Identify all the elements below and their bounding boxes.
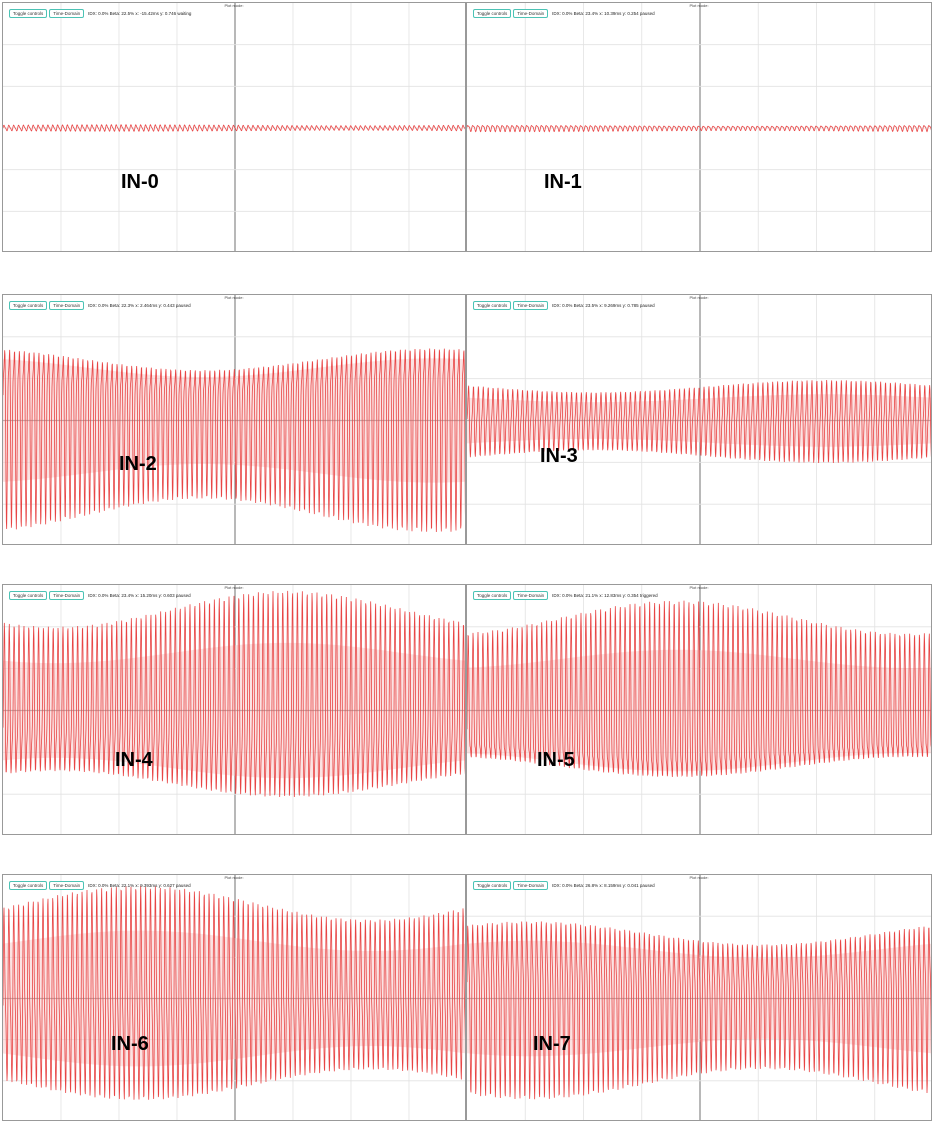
plot xyxy=(3,875,465,1120)
channel-label: IN-1 xyxy=(544,171,582,193)
status-text: IDX: 0.0% Beta: 22.1% x: 9.393ms y: 0.62… xyxy=(88,883,191,888)
button[interactable]: Toggle controls xyxy=(9,9,48,18)
plot-mode: Plot mode: xyxy=(689,875,709,880)
status-text: IDX: 0.0% Beta: 23.4% x: 10.39ms y: 0.25… xyxy=(552,11,655,16)
button[interactable]: Toggle controls xyxy=(473,591,512,600)
plot-mode: Plot mode: xyxy=(224,875,244,880)
channel-label: IN-0 xyxy=(121,171,159,193)
button[interactable]: Toggle controls xyxy=(9,301,48,310)
channel-label: IN-7 xyxy=(533,1033,571,1055)
channel-label: IN-6 xyxy=(111,1033,149,1055)
waveform xyxy=(467,380,931,464)
plot-mode: Plot mode: xyxy=(224,3,244,8)
controls: Toggle controls Time-Domain IDX: 0.0% Beta… xyxy=(9,591,191,600)
plot-mode: Plot mode: xyxy=(224,295,244,300)
button[interactable]: Time-Domain xyxy=(513,881,549,890)
plot xyxy=(467,875,931,1120)
controls: Toggle controls Time-Domain IDX: 0.0% Beta… xyxy=(473,301,655,310)
scope-panel: Plot mode: Toggle controls Time-Domain IDX:… xyxy=(2,584,466,835)
button[interactable]: Time-Domain xyxy=(49,301,85,310)
status-text: IDX: 0.0% Beta: 23.5% x: 9.269ms y: 0.78… xyxy=(552,303,655,308)
button[interactable]: Time-Domain xyxy=(513,591,549,600)
button[interactable]: Time-Domain xyxy=(513,301,549,310)
controls: Toggle controls Time-Domain IDX: 0.0% Beta… xyxy=(473,881,655,890)
plot xyxy=(3,585,465,834)
status-text: IDX: 0.0% Beta: 23.4% x: 15.20ms y: 0.60… xyxy=(88,593,191,598)
channel-label: IN-3 xyxy=(540,445,578,467)
channel-label: IN-2 xyxy=(119,453,157,475)
plot xyxy=(3,295,465,544)
waveform xyxy=(467,921,931,1100)
button[interactable]: Time-Domain xyxy=(513,9,549,18)
scope-panel: Plot mode: Toggle controls Time-Domain IDX:… xyxy=(2,294,466,545)
scope-panel: Plot mode: Toggle controls Time-Domain IDX:… xyxy=(466,874,932,1121)
status-text: IDX: 0.0% Beta: 26.8% x: 8.159ms y: 0.04… xyxy=(552,883,655,888)
button[interactable]: Toggle controls xyxy=(473,9,512,18)
scope-panel: Plot mode: Toggle controls Time-Domain IDX:… xyxy=(466,584,932,835)
waveform xyxy=(467,600,931,778)
button[interactable]: Toggle controls xyxy=(473,301,512,310)
controls: Toggle controls Time-Domain IDX: 0.0% Beta… xyxy=(473,9,655,18)
controls: Toggle controls Time-Domain IDX: 0.0% Beta… xyxy=(9,881,191,890)
waveform xyxy=(467,124,931,133)
button[interactable]: Time-Domain xyxy=(49,881,85,890)
waveform xyxy=(3,590,465,798)
scope-panel: Plot mode: Toggle controls Time-Domain IDX:… xyxy=(2,874,466,1121)
controls: Toggle controls Time-Domain IDX: 0.0% Beta… xyxy=(9,301,191,310)
scope-panel: Plot mode: Toggle controls Time-Domain IDX:… xyxy=(466,294,932,545)
button[interactable]: Time-Domain xyxy=(49,9,85,18)
channel-label: IN-4 xyxy=(115,749,153,771)
plot-mode: Plot mode: xyxy=(689,585,709,590)
waveform xyxy=(3,885,465,1100)
status-text: IDX: 0.0% Beta: 21.1% x: 12.83ms y: 0.35… xyxy=(552,593,658,598)
plot xyxy=(467,295,931,544)
controls: Toggle controls Time-Domain IDX: 0.0% Beta… xyxy=(473,591,658,600)
status-text: IDX: 0.0% Beta: 22.5% x: -15.42ms y: 0.7… xyxy=(88,11,192,16)
controls: Toggle controls Time-Domain IDX: 0.0% Beta… xyxy=(9,9,191,18)
scope-panel: Plot mode: Toggle controls Time-Domain IDX:… xyxy=(2,2,466,252)
status-text: IDX: 0.0% Beta: 22.3% x: 2.464ms y: 0.44… xyxy=(88,303,191,308)
plot-mode: Plot mode: xyxy=(689,3,709,8)
plot xyxy=(3,3,465,251)
scope-panel: Plot mode: Toggle controls Time-Domain IDX:… xyxy=(466,2,932,252)
button[interactable]: Time-Domain xyxy=(49,591,85,600)
waveform xyxy=(3,348,465,533)
plot-mode: Plot mode: xyxy=(689,295,709,300)
waveform xyxy=(3,124,465,132)
plot xyxy=(467,3,931,251)
plot-mode: Plot mode: xyxy=(224,585,244,590)
button[interactable]: Toggle controls xyxy=(9,881,48,890)
plot xyxy=(467,585,931,834)
channel-label: IN-5 xyxy=(537,749,575,771)
button[interactable]: Toggle controls xyxy=(9,591,48,600)
button[interactable]: Toggle controls xyxy=(473,881,512,890)
